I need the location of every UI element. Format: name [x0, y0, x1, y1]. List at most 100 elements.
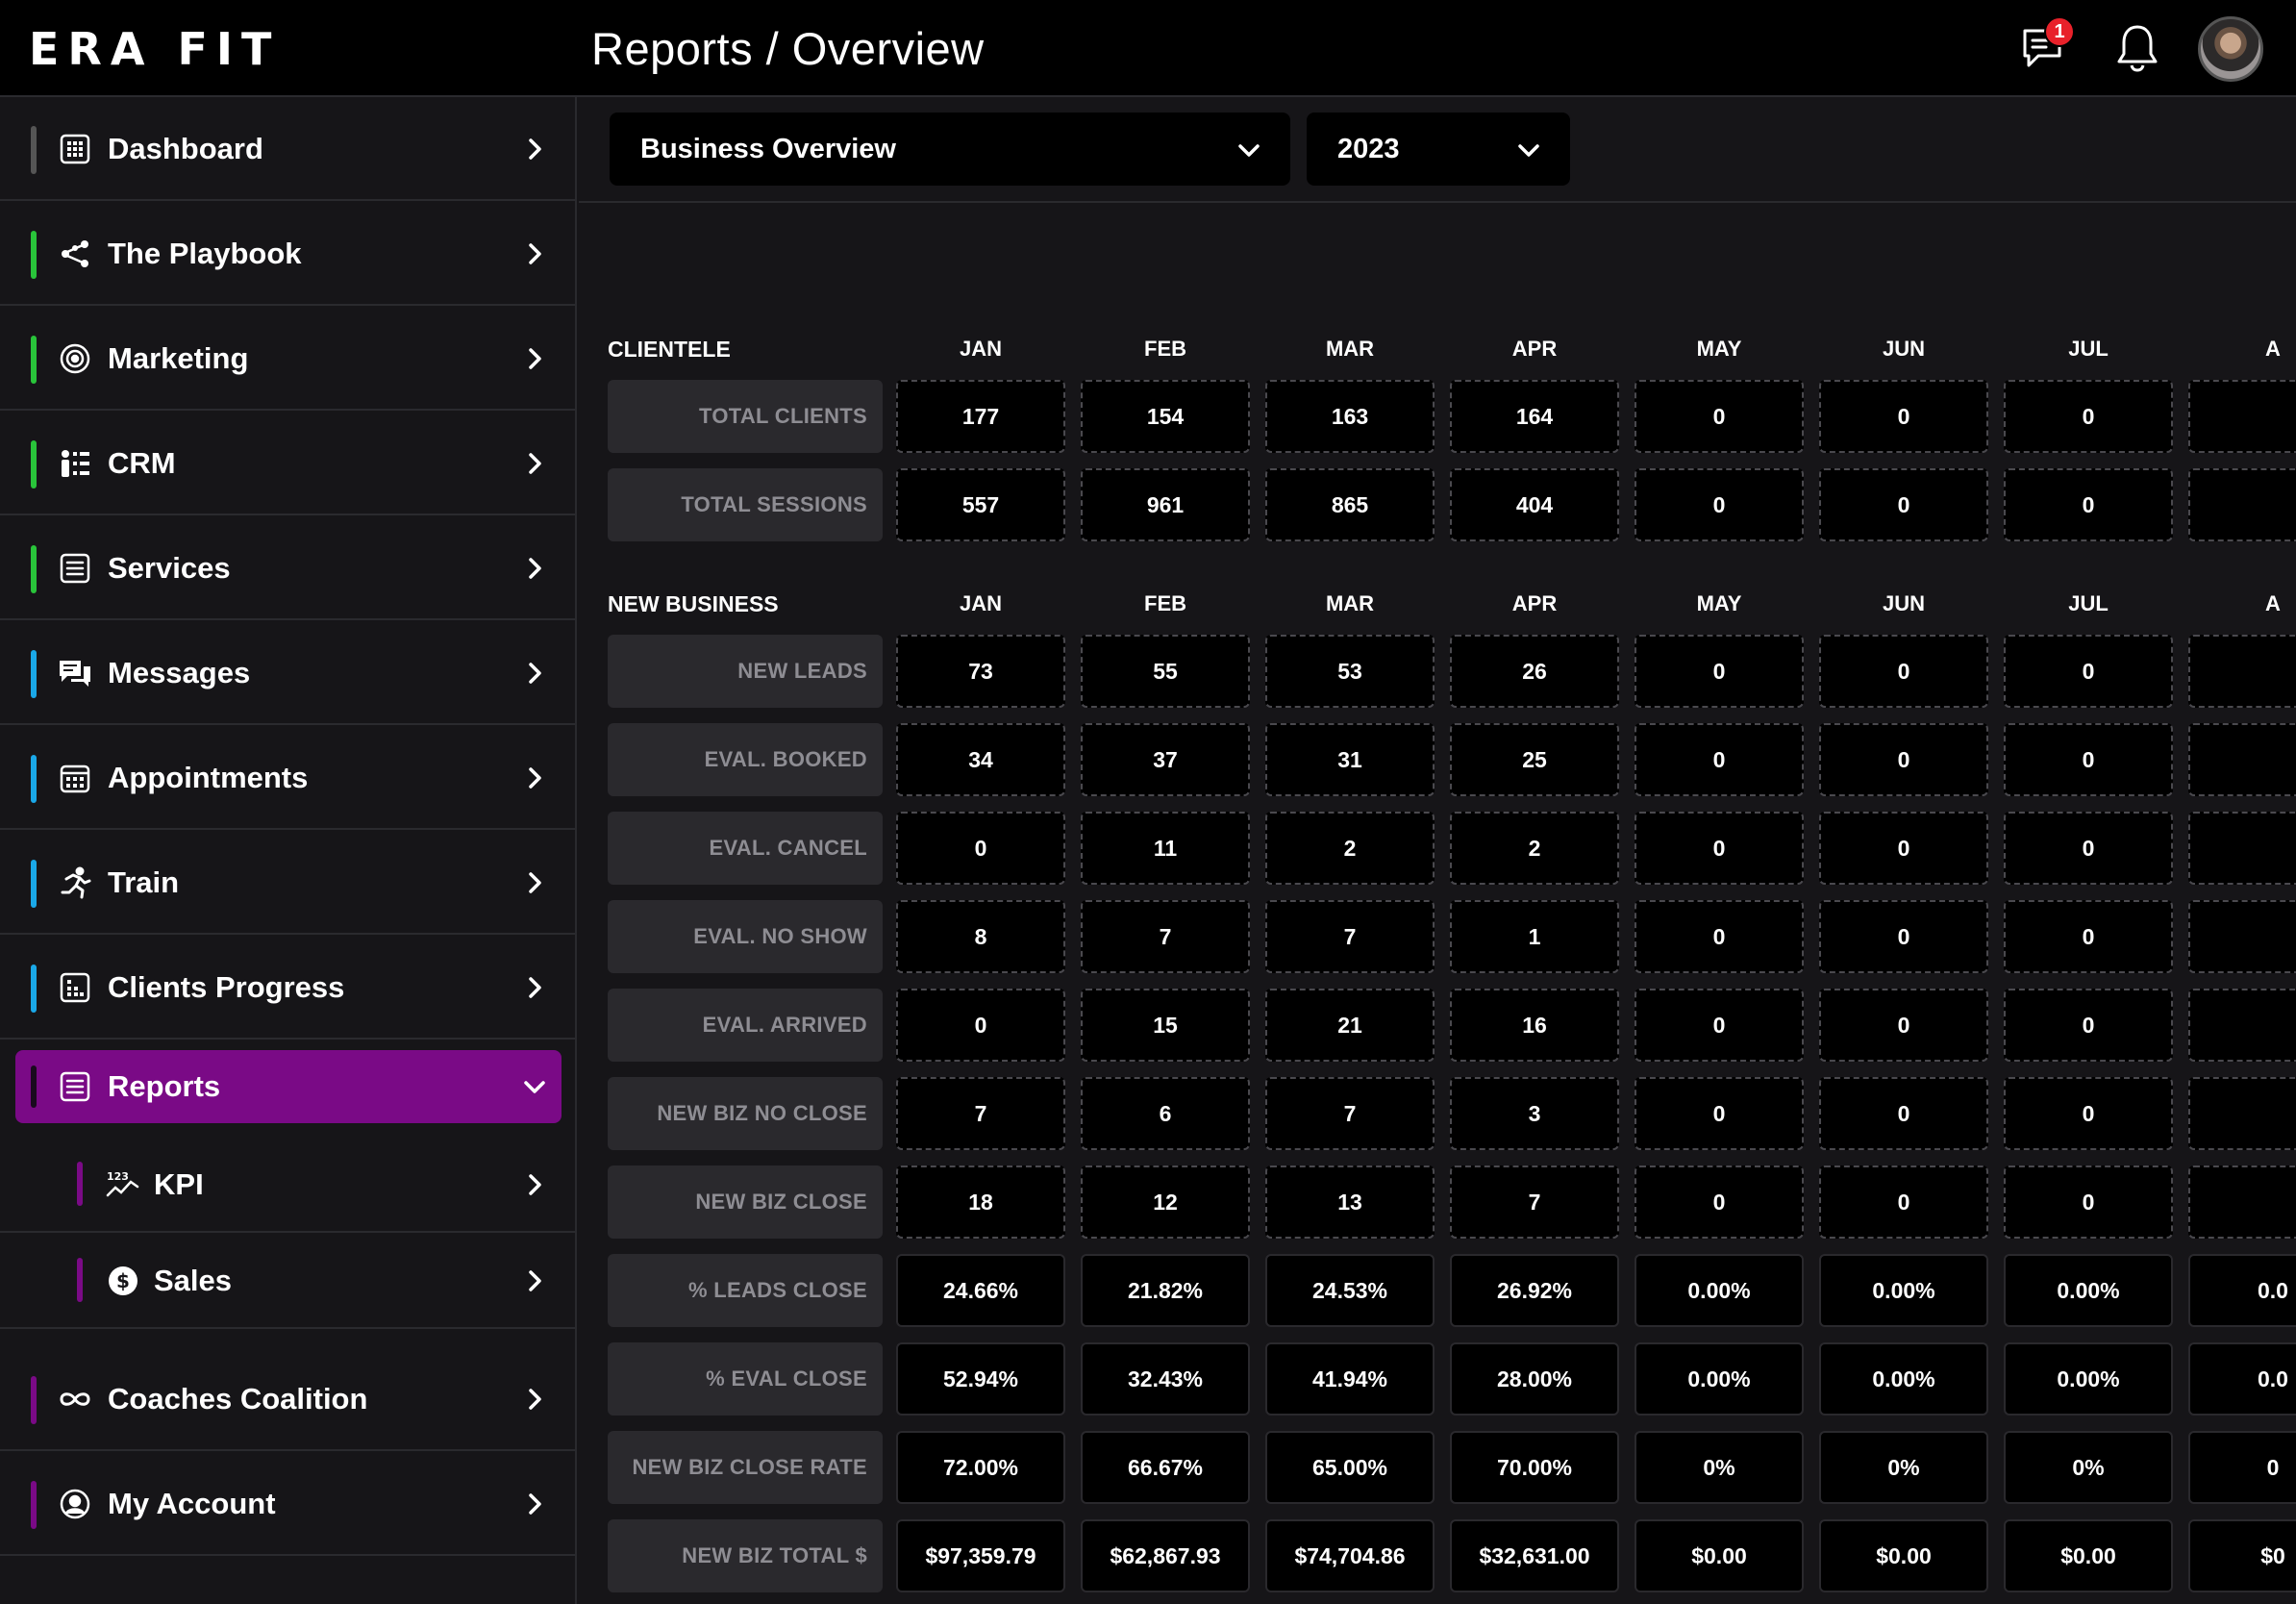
table-cell: 0	[1819, 635, 1988, 708]
avatar[interactable]	[2198, 16, 2263, 82]
table-cell: 6	[1081, 1077, 1250, 1150]
run-icon	[58, 865, 92, 900]
table-cell: 7	[1265, 900, 1435, 973]
table-cell	[2188, 989, 2296, 1062]
table-cell: 0	[2004, 380, 2173, 453]
table-cell: 0	[1635, 723, 1804, 796]
playbook-icon	[58, 237, 92, 271]
table-cell: 65.00%	[1265, 1431, 1435, 1504]
section-title: CLIENTELE	[608, 337, 731, 362]
month-header: MAY	[1696, 337, 1742, 361]
sidebar-accent-bar	[31, 545, 37, 593]
logo[interactable]: ERA FIT	[29, 27, 280, 71]
sidebar-accent-bar	[31, 126, 37, 174]
sidebar-item-reports[interactable]: Reports	[15, 1050, 562, 1123]
table-cell: 0	[1819, 723, 1988, 796]
table-cell	[2188, 468, 2296, 541]
row-label: NEW BIZ TOTAL $	[608, 1519, 883, 1592]
table-cell: 13	[1265, 1165, 1435, 1239]
sidebar-item-messages[interactable]: Messages	[0, 621, 575, 725]
year-select[interactable]: 2023	[1307, 113, 1570, 186]
table-cell: 0	[1819, 380, 1988, 453]
table-cell: 0	[2004, 468, 2173, 541]
sidebar-accent-bar	[31, 650, 37, 698]
table-cell: 1	[1450, 900, 1619, 973]
sidebar-item-sales[interactable]: $ Sales	[0, 1233, 575, 1329]
sidebar-item-appointments[interactable]: Appointments	[0, 726, 575, 830]
table-cell: 557	[896, 468, 1065, 541]
table-cell: 2	[1265, 812, 1435, 885]
sidebar-item-the-playbook[interactable]: The Playbook	[0, 202, 575, 306]
sidebar-item-label: Appointments	[108, 761, 309, 794]
crm-icon	[58, 446, 92, 481]
table-cell: 26.92%	[1450, 1254, 1619, 1327]
sidebar-item-clients-progress[interactable]: Clients Progress	[0, 936, 575, 1040]
table-cell: $62,867.93	[1081, 1519, 1250, 1592]
row-label: TOTAL SESSIONS	[608, 468, 883, 541]
sidebar-item-train[interactable]: Train	[0, 831, 575, 935]
sidebar-item-crm[interactable]: CRM	[0, 412, 575, 515]
month-header: JUN	[1882, 591, 1925, 615]
table-cell: 865	[1265, 468, 1435, 541]
chevron-right-icon	[519, 867, 550, 898]
month-header: JAN	[959, 591, 1002, 615]
sidebar-item-reports-wrapper: Reports	[0, 1040, 575, 1133]
main-content: Business Overview 2023 CLIENTELE JAN FEB MA…	[579, 97, 2296, 1604]
table-cell: 0	[2004, 812, 2173, 885]
month-header: JAN	[959, 337, 1002, 361]
table-cell: 34	[896, 723, 1065, 796]
sidebar-item-services[interactable]: Services	[0, 516, 575, 620]
table-cell: 0	[1819, 900, 1988, 973]
table-cell: 8	[896, 900, 1065, 973]
sidebar-item-label: Dashboard	[108, 132, 263, 165]
target-icon	[58, 341, 92, 376]
user-icon	[58, 1487, 92, 1521]
table-cell: 0	[2004, 900, 2173, 973]
table-cell: 26	[1450, 635, 1619, 708]
table-cell: 0	[1635, 468, 1804, 541]
chevron-down-icon	[1238, 144, 1260, 157]
table-cell: 0	[2004, 635, 2173, 708]
sidebar-item-label: Coaches Coalition	[108, 1382, 368, 1416]
month-header: JUL	[2068, 591, 2109, 615]
table-cell: 0%	[1819, 1431, 1988, 1504]
table-cell	[2188, 900, 2296, 973]
table-cell: 21	[1265, 989, 1435, 1062]
table-cell	[2188, 723, 2296, 796]
table-cell: 177	[896, 380, 1065, 453]
report-type-select[interactable]: Business Overview	[610, 113, 1290, 186]
sidebar-item-label: My Account	[108, 1487, 276, 1520]
row-label: NEW BIZ CLOSE	[608, 1165, 883, 1239]
table-cell: 0	[2004, 1077, 2173, 1150]
sidebar-item-dashboard[interactable]: Dashboard	[0, 97, 575, 201]
report-type-value: Business Overview	[640, 133, 896, 164]
table-cell: 31	[1265, 723, 1435, 796]
sidebar-item-marketing[interactable]: Marketing	[0, 307, 575, 411]
row-label: EVAL. NO SHOW	[608, 900, 883, 973]
sidebar-item-coaches-coalition[interactable]: Coaches Coalition	[0, 1347, 575, 1451]
row-label: EVAL. ARRIVED	[608, 989, 883, 1062]
table-cell: 0	[1635, 380, 1804, 453]
chevron-right-icon	[519, 1266, 550, 1296]
grid-icon	[58, 132, 92, 166]
table-cell: 404	[1450, 468, 1619, 541]
sidebar-item-kpi[interactable]: 123 KPI	[0, 1137, 575, 1233]
sidebar-accent-bar	[31, 336, 37, 384]
month-header: MAY	[1696, 591, 1742, 615]
sidebar-accent-bar	[31, 1481, 37, 1529]
filter-bar: Business Overview 2023	[579, 97, 2296, 203]
table-cell: 11	[1081, 812, 1250, 885]
row-label: NEW LEADS	[608, 635, 883, 708]
chevron-right-icon	[519, 658, 550, 689]
table-cell	[2188, 1077, 2296, 1150]
table-cell: 0	[2188, 1431, 2296, 1504]
table-cell: 7	[1450, 1165, 1619, 1239]
chevron-right-icon	[519, 763, 550, 793]
sidebar-item-my-account[interactable]: My Account	[0, 1452, 575, 1556]
bell-icon[interactable]	[2110, 21, 2164, 75]
sidebar: Dashboard The Playbook Marketing CRM Service…	[0, 97, 577, 1604]
table-cell: 18	[896, 1165, 1065, 1239]
table-cell: 7	[896, 1077, 1065, 1150]
table-cell: 16	[1450, 989, 1619, 1062]
chevron-right-icon	[519, 1384, 550, 1415]
